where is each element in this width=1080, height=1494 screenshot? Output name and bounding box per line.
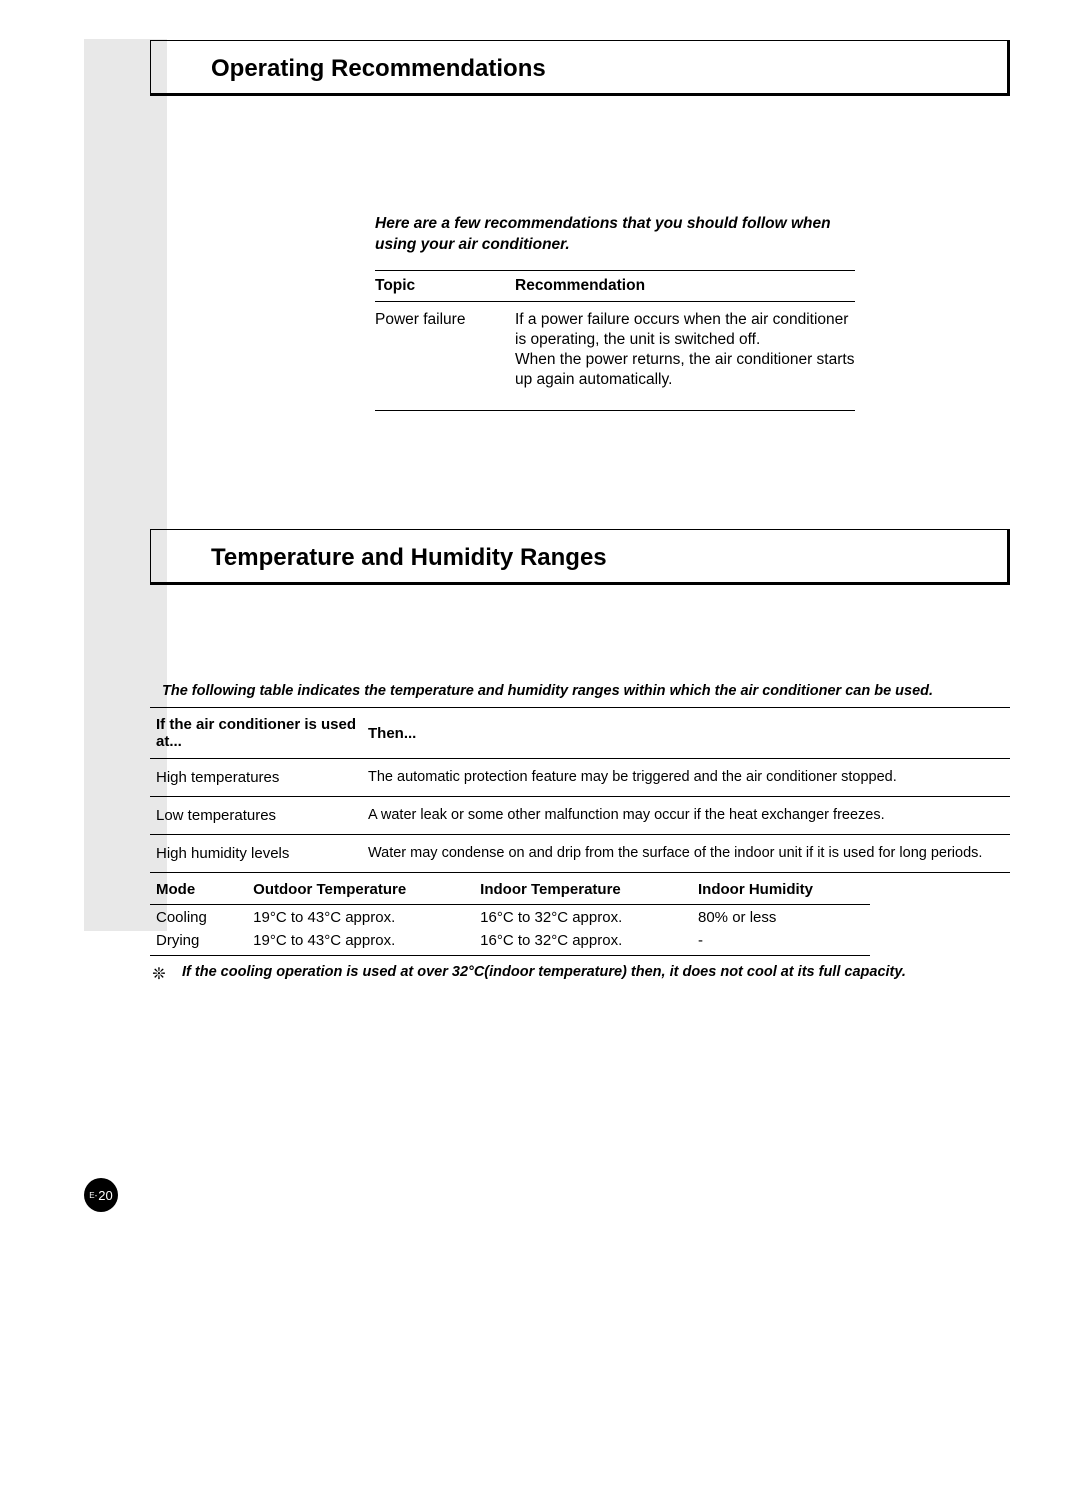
section1-body: Here are a few recommendations that you … [375, 214, 855, 411]
section1-title: Operating Recommendations [211, 55, 989, 83]
table1-header-topic: Topic [375, 270, 515, 301]
section2: Temperature and Humidity Ranges The foll… [150, 529, 1010, 984]
cond-header-then: Then... [368, 708, 1010, 759]
page-content: Operating Recommendations Here are a few… [150, 40, 1010, 984]
table-row: Low temperatures A water leak or some ot… [150, 797, 1010, 835]
recommendations-table: Topic Recommendation Power failure If a … [375, 270, 855, 412]
range-header-indoor: Indoor Temperature [480, 873, 698, 905]
section2-title-box: Temperature and Humidity Ranges [150, 529, 1010, 585]
table-row: Cooling 19°C to 43°C approx. 16°C to 32°… [150, 905, 870, 929]
cond-result: Water may condense on and drip from the … [368, 835, 1010, 873]
rec-topic: Power failure [375, 301, 515, 411]
range-header-mode: Mode [150, 873, 253, 905]
cond-label: High humidity levels [150, 835, 368, 873]
section2-title: Temperature and Humidity Ranges [211, 544, 989, 572]
section1-intro: Here are a few recommendations that you … [375, 214, 855, 256]
page-number: 20 [98, 1188, 112, 1203]
table1-header-rec: Recommendation [515, 270, 855, 301]
table-row: High humidity levels Water may condense … [150, 835, 1010, 873]
range-header-outdoor: Outdoor Temperature [253, 873, 480, 905]
footnote-symbol-icon: ❊ [150, 964, 168, 984]
table-row: Power failure If a power failure occurs … [375, 301, 855, 411]
cond-label: High temperatures [150, 759, 368, 797]
section2-intro: The following table indicates the temper… [162, 683, 1010, 699]
range-indoor: 16°C to 32°C approx. [480, 928, 698, 956]
range-mode: Drying [150, 928, 253, 956]
ranges-table: Mode Outdoor Temperature Indoor Temperat… [150, 873, 870, 956]
range-humidity: - [698, 928, 870, 956]
page-number-badge: E-20 [84, 1178, 118, 1212]
range-header-humidity: Indoor Humidity [698, 873, 870, 905]
range-outdoor: 19°C to 43°C approx. [253, 905, 480, 929]
range-indoor: 16°C to 32°C approx. [480, 905, 698, 929]
cond-result: A water leak or some other malfunction m… [368, 797, 1010, 835]
cond-result: The automatic protection feature may be … [368, 759, 1010, 797]
table-row: Drying 19°C to 43°C approx. 16°C to 32°C… [150, 928, 870, 956]
range-outdoor: 19°C to 43°C approx. [253, 928, 480, 956]
footnote: ❊ If the cooling operation is used at ov… [150, 964, 1010, 984]
page-prefix: E- [89, 1191, 97, 1200]
cond-label: Low temperatures [150, 797, 368, 835]
section1-title-box: Operating Recommendations [150, 40, 1010, 96]
section2-body: The following table indicates the temper… [150, 683, 1010, 984]
cond-header-if: If the air conditioner is used at... [150, 708, 368, 759]
conditions-table: If the air conditioner is used at... The… [150, 707, 1010, 873]
footnote-text: If the cooling operation is used at over… [182, 964, 1010, 980]
range-humidity: 80% or less [698, 905, 870, 929]
table-row: High temperatures The automatic protecti… [150, 759, 1010, 797]
range-mode: Cooling [150, 905, 253, 929]
rec-text: If a power failure occurs when the air c… [515, 301, 855, 411]
